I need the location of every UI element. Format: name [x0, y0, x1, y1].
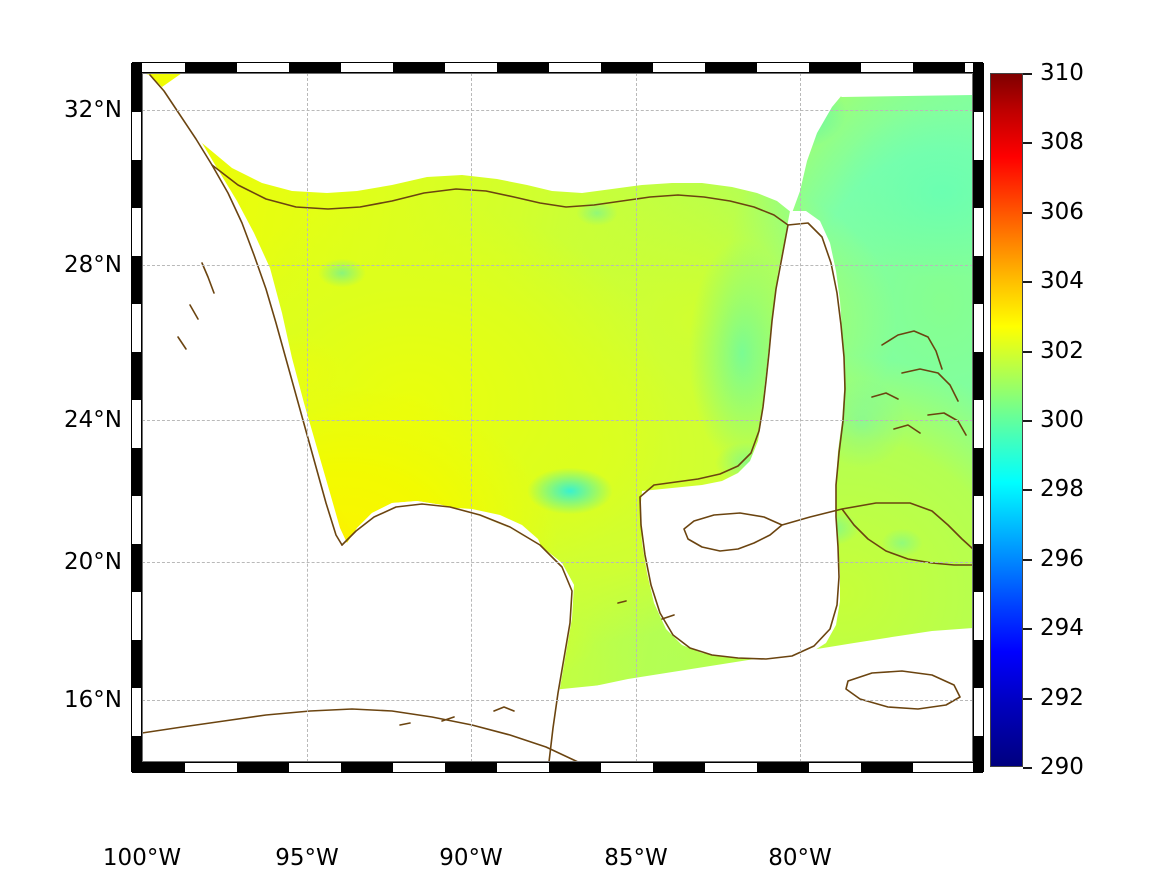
ytick-label-20n: 20°N — [64, 549, 122, 575]
colorbar-tick-310 — [1023, 73, 1032, 75]
gridline-lon-90w — [471, 73, 472, 762]
xtick-label-1: 95°W — [275, 845, 339, 871]
ytick-label-16n: 16°N — [64, 687, 122, 713]
xtick-label-4: 80°W — [768, 845, 832, 871]
gridline-lon-80w — [800, 73, 801, 762]
colorbar-label-302: 302 — [1040, 337, 1084, 364]
gridline-lat-32n — [142, 110, 973, 111]
gridline-lon-85w — [636, 73, 637, 762]
map-data-area — [142, 73, 973, 762]
gridline-lat-24n — [142, 420, 973, 421]
map-border-right — [973, 63, 984, 773]
map-axes[interactable]: 100°W 95°W 90°W 85°W 80°W — [103, 62, 984, 871]
colorbar-tick-302 — [1023, 350, 1032, 353]
colorbar-label-304: 304 — [1040, 268, 1084, 295]
colorbar-tick-298 — [1023, 489, 1032, 492]
map-border-bottom — [132, 762, 983, 773]
colorbar-tick-296 — [1023, 558, 1032, 561]
colorbar-tick-294 — [1023, 628, 1032, 631]
ytick-label-24n: 24°N — [64, 407, 122, 433]
xtick-label-2: 90°W — [439, 845, 503, 871]
gridline-lat-16n — [142, 700, 973, 701]
gridline-lat-20n — [142, 562, 973, 563]
colorbar-gradient — [990, 73, 1023, 767]
colorbar-tick-292 — [1023, 697, 1032, 700]
gridline-lon-95w — [307, 73, 308, 762]
colorbar-tick-304 — [1023, 281, 1032, 284]
xtick-label-0: 100°W — [102, 845, 182, 871]
colorbar-tick-306 — [1023, 211, 1032, 214]
map-border-left — [131, 63, 142, 773]
colorbar[interactable]: 310 308 306 304 302 300 298 296 294 292 … — [990, 60, 1084, 780]
map-border-top — [132, 62, 983, 73]
xtick-label-3: 85°W — [604, 845, 668, 871]
colorbar-label-300: 300 — [1040, 407, 1084, 433]
colorbar-tick-308 — [1023, 142, 1032, 145]
gridline-lat-28n — [142, 265, 973, 266]
sst-raster-warm-cores — [142, 73, 973, 762]
ytick-label-28n: 28°N — [64, 252, 122, 278]
ytick-label-32n: 32°N — [64, 97, 122, 123]
colorbar-tick-290 — [1023, 767, 1032, 769]
colorbar-tick-300 — [1023, 420, 1032, 422]
colorbar-label-294: 294 — [1040, 615, 1084, 642]
colorbar-label-298: 298 — [1040, 476, 1084, 503]
colorbar-label-290: 290 — [1040, 754, 1084, 780]
colorbar-label-310: 310 — [1040, 60, 1084, 86]
colorbar-label-306: 306 — [1040, 198, 1084, 225]
gridline-lon-100w — [142, 73, 143, 762]
colorbar-label-296: 296 — [1040, 545, 1084, 572]
colorbar-label-308: 308 — [1040, 129, 1084, 156]
colorbar-label-292: 292 — [1040, 684, 1084, 711]
